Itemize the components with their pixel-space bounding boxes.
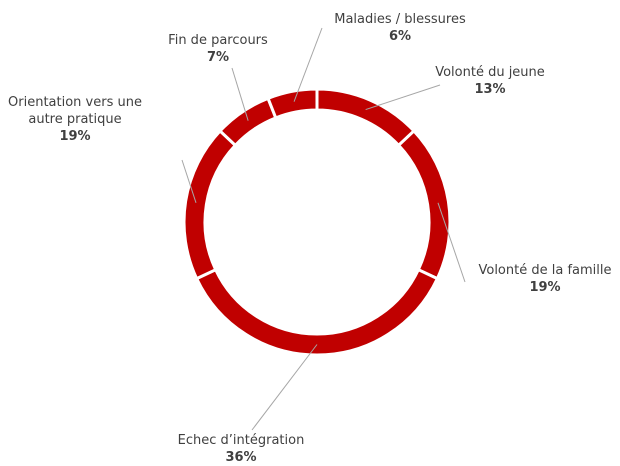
value-label: 36% <box>225 450 257 465</box>
category-label: Volonté du jeune <box>435 65 545 80</box>
value-label: 19% <box>529 280 561 295</box>
value-label: 7% <box>206 50 230 65</box>
donut-segment <box>194 267 440 357</box>
donut-segment <box>266 87 319 120</box>
leader-line <box>293 27 323 102</box>
data-label: Echec d’intégration 36% <box>141 432 341 466</box>
donut-segment <box>182 128 238 281</box>
data-label: Maladies / blessures 6% <box>300 11 500 45</box>
value-label: 19% <box>59 129 91 144</box>
data-label: Volonté du jeune 13% <box>390 64 590 98</box>
data-label: Volonté de la famille 19% <box>445 262 620 296</box>
donut-segment <box>217 96 278 148</box>
category-label: Maladies / blessures <box>334 12 466 27</box>
leader-line <box>181 159 197 203</box>
category-label: Fin de parcours <box>168 33 268 48</box>
category-label: Echec d’intégration <box>177 433 305 448</box>
leader-line <box>365 84 441 111</box>
leader-line <box>231 67 249 121</box>
value-label: 6% <box>388 29 412 44</box>
category-label: Orientation vers une autre pratique <box>8 95 142 127</box>
leader-line <box>437 202 466 283</box>
donut-segment <box>396 128 452 281</box>
category-label: Volonté de la famille <box>478 263 612 278</box>
value-label: 13% <box>474 82 506 97</box>
data-label: Orientation vers une autre pratique 19% <box>0 94 150 145</box>
data-label: Fin de parcours 7% <box>118 32 318 66</box>
leader-line <box>251 344 318 431</box>
